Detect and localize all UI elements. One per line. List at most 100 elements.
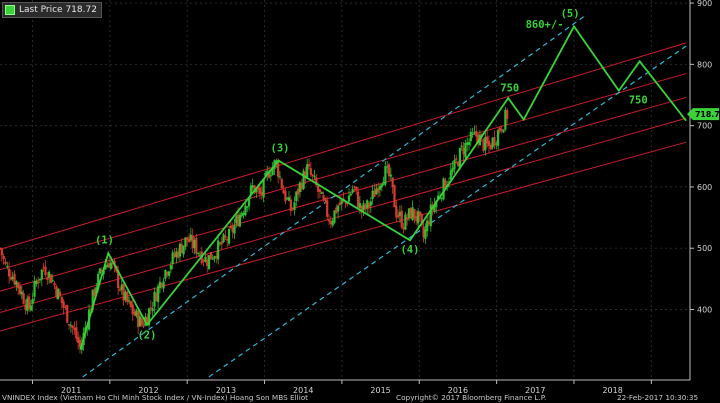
candle-body [171, 252, 174, 264]
candle-body [491, 137, 494, 148]
wave-label: 750 [500, 82, 519, 94]
candle-body [17, 282, 20, 289]
candle-body [184, 237, 187, 247]
candle-body [353, 186, 356, 188]
candle-body [382, 181, 385, 186]
candle-body [31, 298, 34, 304]
candle-body [433, 204, 436, 212]
candle-body [409, 207, 412, 219]
candle-body [24, 304, 27, 310]
candle-body [424, 228, 427, 239]
candle-body [142, 324, 145, 327]
candle-body [127, 300, 131, 302]
candle-body [317, 185, 320, 192]
candle-body [347, 195, 351, 202]
candle-body [91, 289, 94, 310]
candle-body [413, 209, 416, 219]
candle-body [407, 208, 411, 218]
candle-body [484, 137, 487, 151]
candle-body [284, 190, 287, 202]
candle-body [4, 261, 7, 264]
candle-body [13, 273, 16, 285]
x-tick-label: 2013 [216, 386, 236, 395]
candle-body [186, 237, 189, 241]
wave-label: 750 [629, 95, 648, 107]
candle-body [6, 265, 9, 267]
footer-timestamp: 22-Feb-2017 10:30:35 [617, 393, 699, 402]
candle-body [206, 259, 209, 267]
candle-body [435, 201, 438, 208]
candle-body [287, 197, 291, 201]
candle-body [238, 214, 242, 227]
candle-body [66, 305, 69, 323]
candle-body [197, 252, 200, 254]
candle-body [155, 292, 158, 302]
x-tick-label: 2016 [448, 386, 468, 395]
candle-body [164, 269, 167, 279]
candle-body [187, 238, 191, 243]
x-tick-label: 2012 [138, 386, 158, 395]
candle-body [20, 291, 23, 295]
candle-body [436, 195, 440, 200]
x-tick-label: 2015 [370, 386, 390, 395]
candle-body [207, 255, 211, 270]
footer: VNINDEX Index (Vietnam Ho Chi Minh Stock… [0, 392, 720, 403]
candle-body [98, 268, 102, 274]
candle-body [229, 226, 232, 228]
candle-body [411, 207, 414, 221]
candle-body [397, 215, 400, 218]
candle-body [69, 325, 72, 327]
candle-body [282, 189, 285, 194]
candle-body [18, 285, 22, 294]
candle-body [289, 199, 292, 212]
candle-body [58, 291, 62, 297]
candle-body [157, 285, 160, 303]
candle-body [11, 276, 14, 280]
candle-body [211, 258, 214, 260]
candle-body [275, 160, 278, 164]
candle-body [311, 174, 314, 177]
legend-swatch [5, 5, 15, 15]
candle-body [309, 168, 312, 175]
candle-body [420, 213, 423, 226]
candle-body [26, 298, 29, 311]
candle-body [458, 148, 462, 169]
candle-body [175, 251, 178, 258]
candle-body [331, 220, 334, 226]
candle-body [249, 185, 252, 196]
candle-body [57, 288, 60, 300]
candle-body [218, 242, 222, 244]
candle-body [440, 198, 443, 200]
candle-body [260, 191, 263, 195]
candle-body [364, 204, 367, 209]
candle-body [266, 170, 269, 175]
candle-body [375, 188, 378, 195]
candle-body [237, 214, 240, 227]
candle-body [104, 265, 107, 270]
candle-body [193, 239, 196, 249]
candle-body [78, 339, 82, 348]
wave-label: (1) [95, 234, 114, 246]
candle-body [338, 202, 342, 205]
wave-label: (4) [400, 244, 419, 256]
candle-body [467, 141, 471, 145]
candle-body [204, 256, 207, 262]
candle-body [358, 203, 362, 208]
candle-body [47, 271, 51, 278]
candle-body [406, 217, 409, 220]
candle-body [427, 221, 431, 225]
candle-body [456, 162, 460, 167]
candle-body [173, 253, 176, 257]
candle-body [149, 307, 152, 309]
candle-body [107, 263, 111, 268]
candle-body [469, 131, 472, 142]
candle-body [395, 205, 398, 218]
candle-body [9, 276, 13, 280]
candle-body [233, 224, 236, 234]
y-tick-label: 600 [697, 183, 712, 192]
candle-body [129, 301, 132, 308]
candle-body [118, 288, 122, 291]
candle-body [386, 166, 389, 168]
candle-body [502, 129, 505, 133]
